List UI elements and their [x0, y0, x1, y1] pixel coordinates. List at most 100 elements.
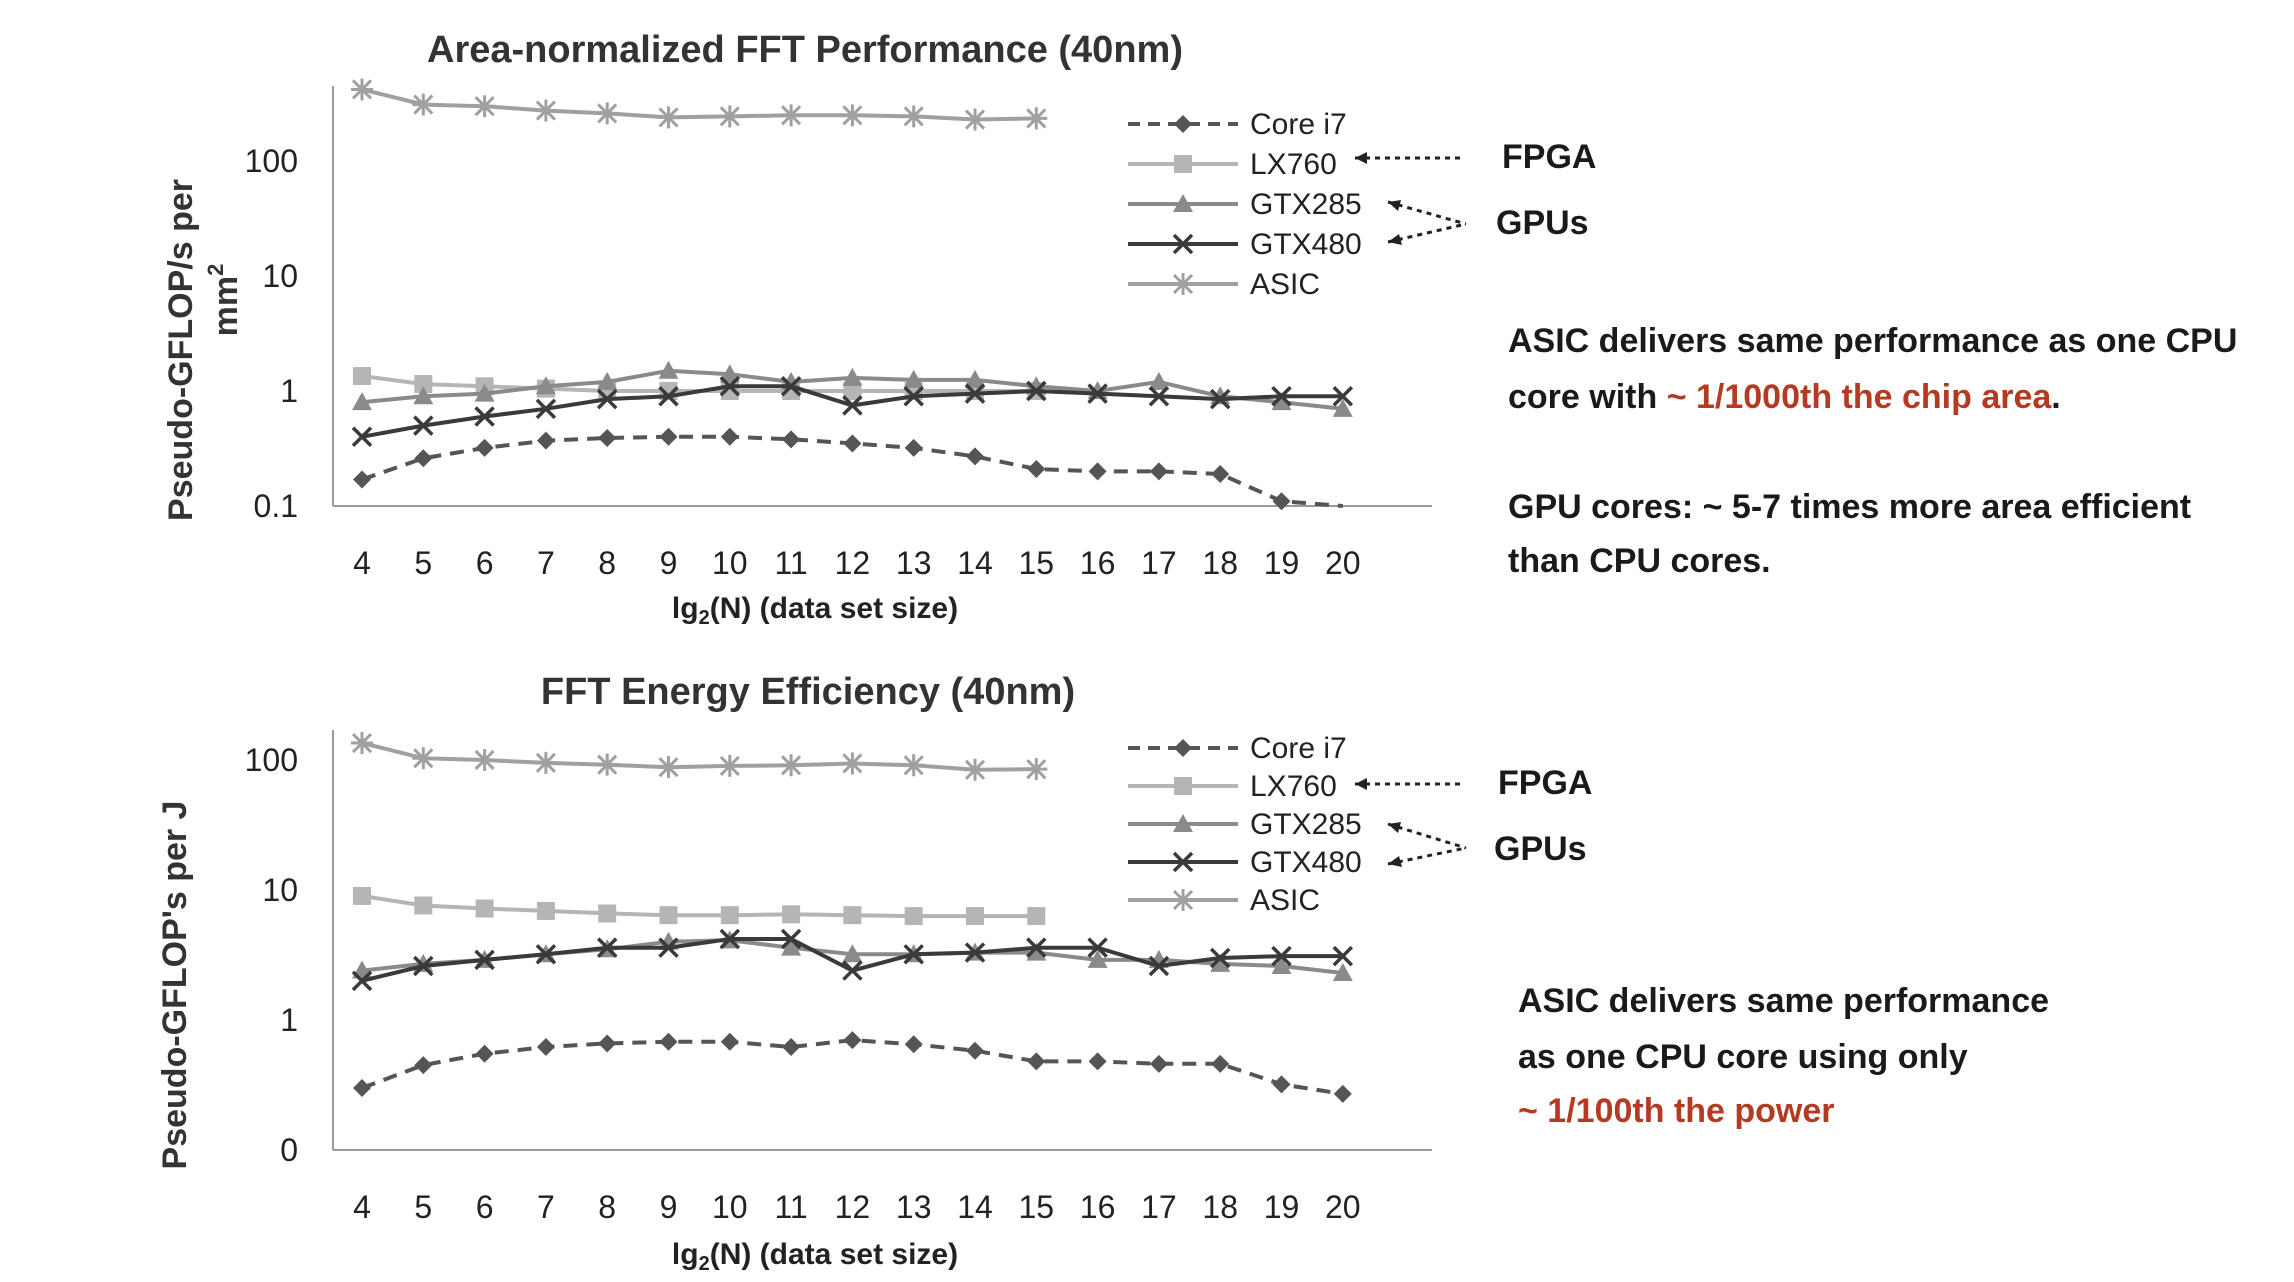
y-tick-label: 1: [280, 1002, 298, 1038]
legend-marker: [1172, 889, 1194, 911]
data-point: [1272, 1075, 1291, 1094]
data-point: [352, 392, 372, 411]
data-point: [782, 430, 801, 449]
data-point: [842, 960, 863, 981]
data-point: [904, 438, 923, 457]
data-point: [1148, 371, 1169, 390]
legend-label: Core i7: [1250, 108, 1347, 141]
data-point: [658, 937, 679, 958]
y-tick-label: 100: [245, 742, 298, 778]
series-core-i7: [353, 1031, 1352, 1103]
data-point: [964, 383, 986, 404]
data-point: [475, 1044, 494, 1063]
note-asic-power-line2: as one CPU core using only: [1518, 1038, 1968, 1076]
data-point: [1332, 386, 1354, 407]
fpga-label: FPGA: [1498, 764, 1592, 802]
x-axis-label-rest: (N) (data set size): [710, 1238, 958, 1271]
data-point: [536, 431, 555, 450]
data-point: [782, 1037, 801, 1056]
data-point: [719, 928, 741, 950]
legend-item: GTX480: [1128, 846, 1362, 879]
data-point: [904, 1035, 923, 1054]
data-point: [720, 427, 739, 446]
data-point: [1027, 1052, 1046, 1071]
legend-item: Core i7: [1128, 108, 1347, 141]
data-point: [1272, 492, 1291, 511]
gpus-label: GPUs: [1496, 204, 1589, 242]
x-tick-label: 13: [896, 545, 932, 581]
legend-label: Core i7: [1250, 732, 1347, 765]
data-point: [474, 949, 495, 971]
x-axis-label-subscript: 2: [699, 607, 710, 629]
data-point: [904, 907, 923, 926]
data-point: [964, 108, 986, 131]
x-tick-label: 17: [1141, 545, 1177, 581]
legend-marker: [1173, 814, 1193, 832]
x-axis-label-prefix: lg: [672, 1238, 699, 1271]
data-point: [598, 429, 617, 448]
x-tick-label: 14: [957, 545, 993, 581]
legend-marker: [1174, 777, 1192, 795]
data-point: [351, 970, 373, 992]
data-point: [413, 955, 434, 977]
data-point: [535, 398, 557, 420]
data-point: [1088, 1052, 1107, 1071]
data-point: [780, 754, 803, 777]
data-point: [843, 906, 862, 925]
data-point: [1025, 107, 1048, 130]
gpus-label: GPUs: [1494, 830, 1587, 868]
data-point: [1271, 392, 1292, 411]
y-tick-label: 10: [262, 258, 298, 294]
data-point: [720, 906, 739, 925]
data-point: [1025, 758, 1048, 781]
gpus-callout-bottom: GPUs: [1387, 822, 1587, 868]
data-point: [842, 944, 863, 963]
data-point: [902, 754, 925, 777]
x-tick-label: 15: [1019, 545, 1055, 581]
data-point: [598, 904, 617, 923]
data-point: [473, 95, 496, 118]
data-point: [353, 1078, 371, 1097]
data-point: [1026, 937, 1047, 958]
annotations: FPGA GPUs FPGA GPUs ASIC delivers same p…: [1355, 138, 2237, 1130]
x-tick-label: 20: [1325, 545, 1361, 581]
x-tick-label: 5: [414, 1189, 432, 1225]
chart-energy-efficiency: FFT Energy Efficiency (40nm) Pseudo-GFLO…: [156, 671, 1432, 1275]
data-point: [1333, 1084, 1352, 1103]
series-gtx285: [352, 930, 1353, 981]
data-point: [966, 907, 984, 926]
note-asic-area-pre: core with: [1508, 378, 1667, 416]
data-point: [535, 376, 556, 395]
x-tick-label: 12: [835, 545, 871, 581]
data-point: [659, 427, 678, 446]
data-point: [351, 426, 373, 448]
data-point: [351, 78, 373, 101]
note-gpu-area-line1: GPU cores: ~ 5-7 times more area efficie…: [1508, 488, 2191, 526]
data-point: [719, 364, 740, 383]
data-point: [1210, 953, 1231, 972]
x-tick-label: 4: [353, 1189, 371, 1225]
series-line: [361, 741, 1037, 772]
note-gpu-area-line2: than CPU cores.: [1508, 542, 1771, 580]
data-point: [1271, 386, 1292, 407]
data-point: [536, 901, 555, 920]
x-tick-label: 19: [1264, 1189, 1300, 1225]
legend-item: ASIC: [1128, 268, 1320, 301]
legend-label: ASIC: [1250, 884, 1320, 917]
data-point: [964, 758, 986, 781]
series-gtx480: [351, 376, 1354, 448]
data-point: [414, 375, 433, 394]
x-tick-label: 10: [712, 545, 748, 581]
data-point: [1026, 380, 1047, 402]
legend-marker: [1172, 851, 1194, 873]
fpga-label: FPGA: [1502, 138, 1596, 176]
data-point: [780, 104, 803, 127]
data-point: [475, 899, 494, 918]
data-point: [659, 906, 678, 925]
legend-marker: [1174, 115, 1192, 133]
data-point: [1087, 937, 1108, 958]
legend-label: LX760: [1250, 148, 1337, 181]
data-point: [1026, 942, 1047, 961]
data-point: [1211, 1054, 1230, 1073]
data-point: [534, 99, 557, 122]
